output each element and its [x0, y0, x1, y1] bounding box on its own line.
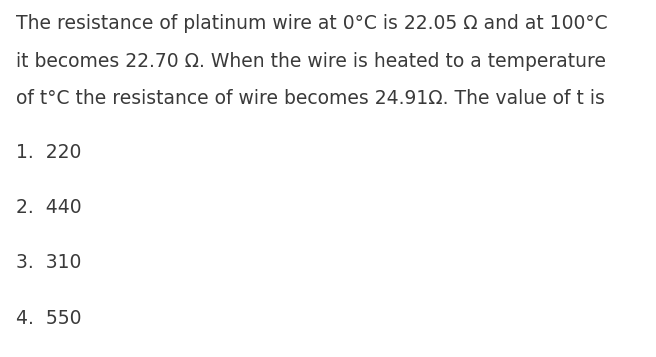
Text: 2.  440: 2. 440 [16, 198, 82, 217]
Text: The resistance of platinum wire at 0°C is 22.05 Ω and at 100°C: The resistance of platinum wire at 0°C i… [16, 14, 608, 33]
Text: 3.  310: 3. 310 [16, 253, 82, 272]
Text: of t°C the resistance of wire becomes 24.91Ω. The value of t is: of t°C the resistance of wire becomes 24… [16, 89, 605, 108]
Text: 4.  550: 4. 550 [16, 309, 82, 328]
Text: it becomes 22.70 Ω. When the wire is heated to a temperature: it becomes 22.70 Ω. When the wire is hea… [16, 52, 606, 71]
Text: 1.  220: 1. 220 [16, 143, 82, 162]
